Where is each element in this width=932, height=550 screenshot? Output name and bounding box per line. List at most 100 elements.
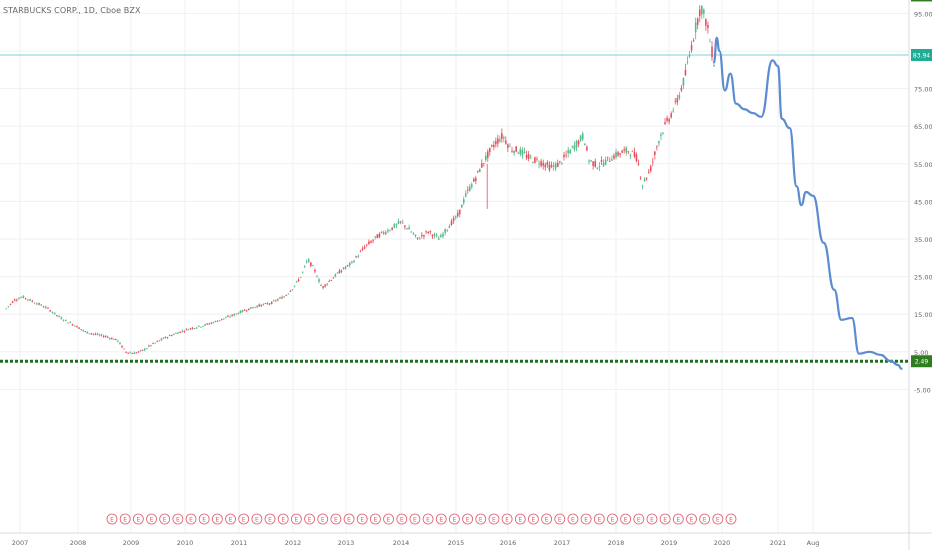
earnings-marker-label: E: [439, 517, 443, 524]
candle-body: [575, 141, 578, 148]
candle-body: [674, 100, 677, 102]
candle-body: [212, 322, 215, 324]
earnings-marker: [264, 513, 276, 525]
earnings-marker-label: E: [268, 517, 272, 524]
candle-body: [454, 216, 457, 218]
earnings-marker-label: E: [413, 517, 417, 524]
earnings-marker-label: E: [676, 517, 680, 524]
candle-body: [355, 256, 357, 258]
earnings-marker-label: E: [255, 517, 259, 524]
earnings-marker: [646, 513, 658, 525]
candle-body: [326, 283, 328, 285]
candle-body: [183, 331, 186, 333]
candle-body: [76, 325, 78, 328]
candle-body: [250, 307, 252, 309]
candle-body: [639, 177, 642, 179]
candle-body: [365, 244, 368, 246]
earnings-marker: [106, 513, 118, 525]
candle-body: [440, 235, 442, 238]
candle-body: [401, 222, 404, 224]
earnings-marker-label: E: [242, 517, 246, 524]
candle-body: [181, 330, 183, 332]
price-label-box: [911, 48, 932, 61]
candle-body: [210, 322, 213, 324]
candle-body: [370, 241, 372, 243]
candle-body: [156, 341, 159, 342]
candle-body: [444, 229, 446, 233]
candle-body: [204, 324, 206, 326]
candle-body: [682, 78, 685, 86]
candle-body: [629, 155, 632, 157]
earnings-marker: [475, 513, 487, 525]
candle-body: [71, 324, 74, 326]
symbol-exchange: Cboe BZX: [100, 6, 141, 15]
candle-body: [106, 336, 109, 338]
earnings-marker-label: E: [374, 517, 378, 524]
candle-body: [404, 225, 406, 228]
earnings-marker-label: E: [123, 517, 127, 524]
earnings-marker: [238, 513, 250, 525]
candle-body: [139, 350, 142, 352]
candle-body: [270, 301, 273, 304]
candle-body: [606, 156, 609, 158]
candle-body: [363, 247, 366, 249]
earnings-marker-label: E: [334, 517, 338, 524]
candle-body: [497, 138, 499, 144]
candle-body: [359, 251, 362, 253]
candle-body: [125, 351, 127, 353]
x-tick-label: 2017: [554, 539, 571, 547]
earnings-marker: [198, 513, 210, 525]
candle-body: [200, 326, 202, 328]
candle-body: [604, 159, 607, 165]
candle-body: [525, 154, 528, 159]
candle-body: [519, 148, 522, 155]
candle-body: [143, 348, 146, 351]
candle-body: [678, 95, 681, 99]
candle-body: [588, 160, 590, 162]
candle-body: [22, 295, 25, 298]
candle-body: [711, 46, 713, 58]
earnings-marker: [686, 513, 697, 525]
candle-body: [121, 345, 123, 348]
candle-body: [676, 98, 679, 103]
candle-body: [544, 164, 547, 168]
candle-body: [433, 234, 436, 236]
candle-body: [387, 230, 389, 232]
candle-body: [686, 61, 689, 63]
candle-body: [297, 279, 300, 282]
candle-body: [301, 271, 304, 273]
candle-body: [338, 270, 341, 274]
candle-body: [312, 265, 314, 267]
candle-body: [231, 314, 233, 316]
candle-body: [493, 144, 495, 147]
earnings-marker-label: E: [294, 517, 298, 524]
candle-body: [227, 316, 229, 317]
candle-body: [166, 337, 169, 339]
earnings-marker-label: E: [321, 517, 325, 524]
candle-body: [556, 162, 559, 167]
candle-body: [529, 156, 532, 158]
candle-body: [187, 329, 190, 331]
candle-body: [206, 323, 208, 325]
candle-body: [332, 277, 335, 279]
candle-body: [324, 284, 326, 287]
candle-body: [617, 152, 619, 156]
candle-body: [651, 161, 654, 163]
candle-body: [133, 352, 136, 354]
earnings-marker-label: E: [703, 517, 707, 524]
candle-body: [472, 178, 475, 182]
earnings-marker-label: E: [637, 517, 641, 524]
candle-body: [554, 163, 557, 169]
candle-body: [546, 162, 549, 165]
earnings-marker-label: E: [229, 517, 233, 524]
candle-body: [279, 297, 281, 299]
symbol-title: STARBUCKS CORP., 1D, Cboe BZX: [3, 6, 141, 15]
y-tick-label: 15.00: [914, 311, 932, 319]
candle-body: [478, 168, 481, 173]
candle-body: [505, 140, 507, 144]
candle-body: [94, 333, 97, 335]
candle-body: [571, 146, 574, 148]
earnings-marker-label: E: [110, 517, 114, 524]
earnings-marker: [251, 513, 263, 525]
